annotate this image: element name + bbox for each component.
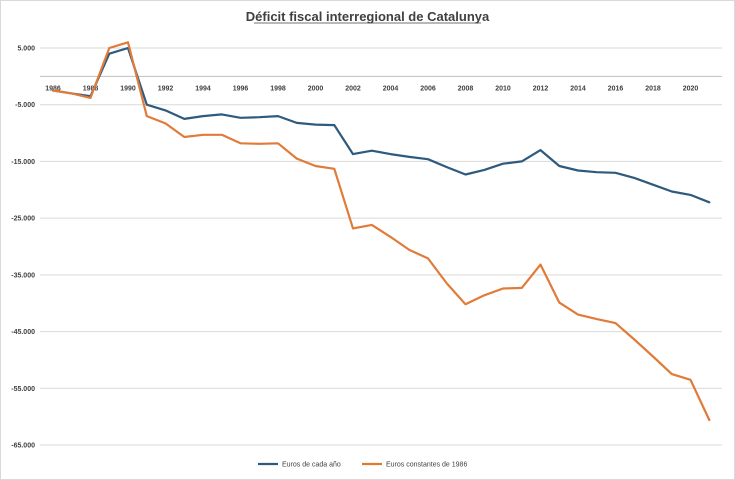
y-tick-label: 5.000	[17, 46, 35, 53]
x-tick-label: 1996	[233, 85, 249, 92]
x-tick-label: 2014	[570, 85, 586, 92]
legend-label: Euros de cada año	[282, 462, 341, 469]
x-tick-label: 2004	[383, 85, 399, 92]
x-tick-label: 1992	[158, 85, 174, 92]
x-tick-label: 1998	[270, 85, 286, 92]
series-lines	[51, 41, 711, 422]
x-tick-label: 2010	[495, 85, 511, 92]
y-tick-label: -35.000	[11, 272, 35, 279]
x-tick-label: 2008	[458, 85, 474, 92]
series-line-1	[51, 46, 711, 204]
y-tick-label: -45.000	[11, 329, 35, 336]
legend-label: Euros constantes de 1986	[386, 462, 467, 469]
x-tick-label: 2000	[308, 85, 324, 92]
x-tick-label: 1986	[45, 85, 61, 92]
y-tick-label: -5.000	[15, 102, 35, 109]
x-tick-label: 2002	[345, 85, 361, 92]
y-tick-label: -55.000	[11, 386, 35, 393]
x-tick-label: 2016	[608, 85, 624, 92]
y-tick-label: -65.000	[11, 443, 35, 450]
y-tick-label: -15.000	[11, 159, 35, 166]
x-tick-label: 2018	[645, 85, 661, 92]
x-tick-label: 2006	[420, 85, 436, 92]
x-axis: 1986 1988 1990 1992 1994 1996 1998 2000 2002 2004…	[40, 75, 722, 92]
x-tick-label: 1990	[120, 85, 136, 92]
x-tick-label: 2020	[683, 85, 699, 92]
x-tick-label: 2012	[533, 85, 549, 92]
x-tick-label: 1988	[83, 85, 99, 92]
x-tick-label: 1994	[195, 85, 211, 92]
chart-title: Déficit fiscal interregional de Cataluny…	[246, 9, 490, 24]
series-line-2	[51, 41, 711, 422]
y-tick-label: -25.000	[11, 216, 35, 223]
y-axis-labels: 5.000 -5.000 -15.000 -25.000 -35.000 -45.000 -…	[11, 46, 35, 450]
legend: Euros de cada año Euros constantes de 198…	[258, 462, 467, 469]
gridlines	[40, 47, 722, 446]
